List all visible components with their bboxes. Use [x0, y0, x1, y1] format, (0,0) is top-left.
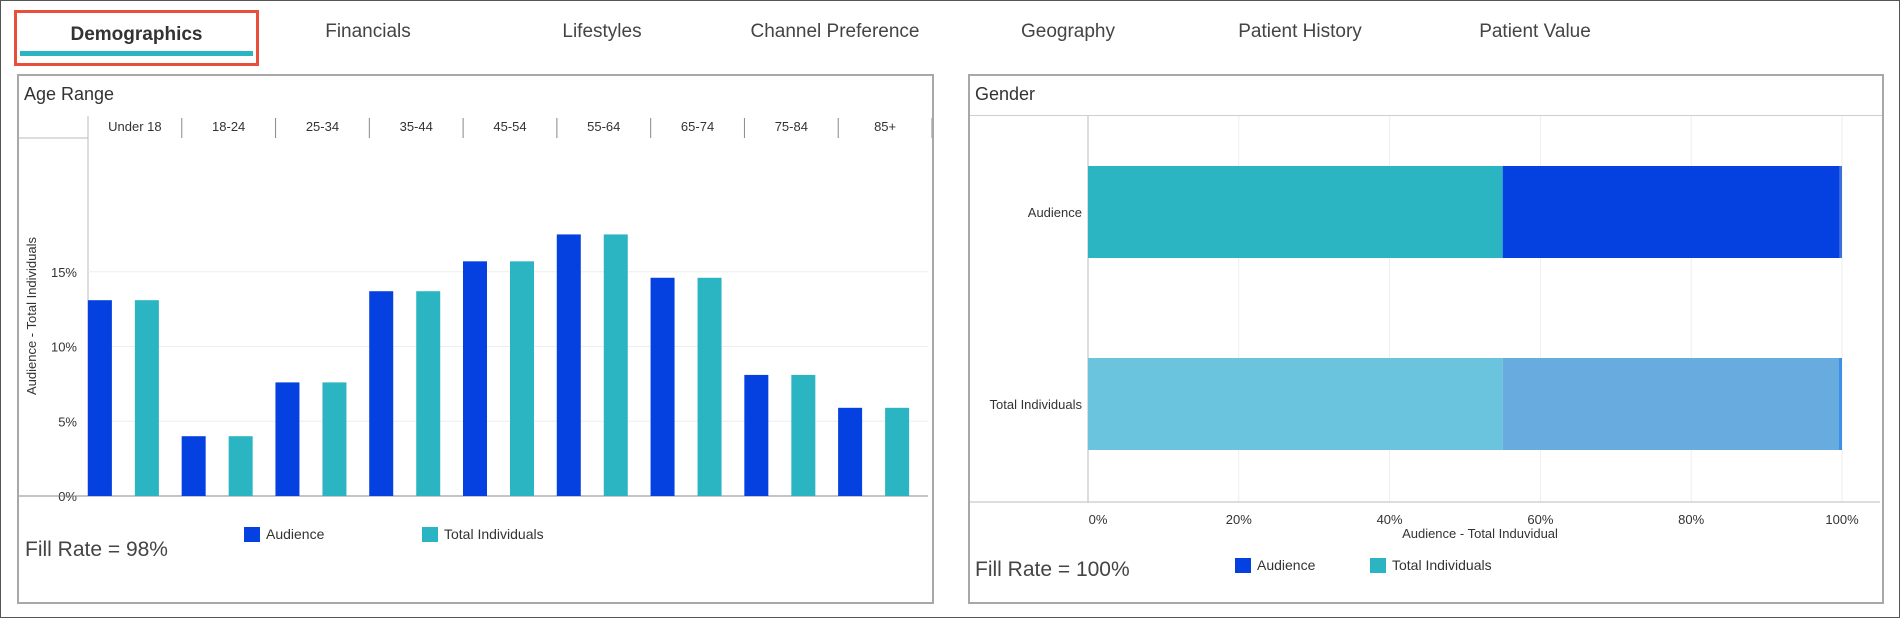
- tab-financials[interactable]: Financials: [278, 10, 458, 66]
- panel-title: Age Range: [24, 84, 115, 104]
- tab-patient-value[interactable]: Patient Value: [1440, 10, 1630, 66]
- bar-total-individuals: [697, 277, 722, 496]
- bar-total-individuals: [885, 407, 910, 496]
- legend-swatch-total-individuals: [422, 526, 438, 542]
- bar-audience: [838, 407, 863, 496]
- legend-label: Audience: [266, 526, 325, 542]
- bar-audience: [369, 291, 394, 496]
- y-tick-label: 5%: [58, 414, 77, 429]
- category-label: 65-74: [681, 119, 714, 134]
- y-tick-label: 15%: [51, 265, 77, 280]
- tab-label: Lifestyles: [562, 21, 642, 42]
- bar-total-individuals: [416, 291, 441, 496]
- tab-label: Geography: [1020, 21, 1115, 42]
- gender-chart: 0% 20% 40% 60% 80% 100% Audience - Total Induv…: [970, 116, 1880, 541]
- legend-label: Audience: [1257, 557, 1316, 573]
- tab-label: Financials: [325, 21, 411, 42]
- category-label: 35-44: [400, 119, 433, 134]
- x-tick-label: 100%: [1825, 512, 1859, 527]
- active-tab-underline: [20, 51, 253, 56]
- fill-rate: Fill Rate = 98%: [25, 538, 168, 561]
- bar-total-individuals: [322, 382, 347, 496]
- bar-audience: [87, 300, 112, 496]
- x-tick-label: 60%: [1527, 512, 1553, 527]
- age-range-chart: Under 18 18-24 25-34 35-44 45-54 55-64 65-74 75…: [19, 116, 932, 504]
- tab-bar: Demographics Financials Lifestyles Chann…: [0, 0, 1900, 70]
- y-axis-title: Audience - Total Individuals: [24, 236, 39, 395]
- panel-title: Gender: [975, 84, 1036, 104]
- divider: [970, 115, 1882, 116]
- category-label: Audience: [1028, 205, 1082, 220]
- bar-segment: [1839, 166, 1842, 258]
- tab-label: Demographics: [70, 24, 203, 45]
- category-label: Under 18: [108, 119, 161, 134]
- legend-label: Total Individuals: [1392, 557, 1492, 573]
- x-tick-label: 20%: [1226, 512, 1252, 527]
- tab-label: Channel Preference: [750, 21, 920, 42]
- bar-audience: [744, 374, 769, 496]
- legend-total-individuals[interactable]: Total Individuals: [422, 526, 544, 542]
- bar-audience: [463, 261, 487, 496]
- legend-audience[interactable]: Audience: [1235, 557, 1315, 573]
- bar-segment: [1838, 358, 1842, 450]
- category-label: 45-54: [493, 119, 526, 134]
- tab-demographics[interactable]: Demographics: [14, 10, 259, 66]
- bar-total-individuals: [791, 374, 816, 496]
- bar-audience: [556, 234, 581, 496]
- tab-label: Patient History: [1238, 21, 1362, 42]
- bar-segment: [1088, 358, 1503, 450]
- category-label: 75-84: [775, 119, 808, 134]
- y-tick-label: 10%: [51, 340, 77, 355]
- x-axis-title: Audience - Total Induvidual: [1402, 526, 1558, 541]
- bar-audience: [650, 277, 675, 496]
- bar-total-individuals: [603, 234, 628, 496]
- tab-lifestyles[interactable]: Lifestyles: [512, 10, 692, 66]
- legend-audience[interactable]: Audience: [244, 526, 324, 542]
- legend-swatch-total-individuals: [1370, 557, 1386, 573]
- tab-patient-history[interactable]: Patient History: [1195, 10, 1405, 66]
- bar-audience: [181, 436, 206, 496]
- category-label: 85+: [874, 119, 896, 134]
- x-tick-label: 40%: [1377, 512, 1403, 527]
- category-label: 25-34: [306, 119, 339, 134]
- legend-label: Total Individuals: [444, 526, 544, 542]
- gender-panel: Gender 0% 20% 40% 60% 80% 100% Audience - Tota…: [968, 74, 1884, 604]
- category-label: 55-64: [587, 119, 620, 134]
- age-range-panel: Age Range Under 18 18-24 25-34 35-44 45-54 55…: [17, 74, 934, 604]
- legend-total-individuals[interactable]: Total Individuals: [1370, 557, 1492, 573]
- category-label: 18-24: [212, 119, 245, 134]
- bar-total-individuals: [510, 261, 534, 496]
- legend-swatch-audience: [1235, 557, 1251, 573]
- category-label: Total Individuals: [990, 397, 1083, 412]
- x-tick-label: 0%: [1089, 512, 1108, 527]
- bar-segment: [1502, 166, 1840, 258]
- bar-total-individuals: [134, 300, 159, 496]
- bar-total-individuals: [228, 436, 253, 496]
- fill-rate: Fill Rate = 100%: [975, 558, 1130, 581]
- bar-segment: [1088, 166, 1503, 258]
- x-tick-label: 80%: [1678, 512, 1704, 527]
- bar-segment: [1502, 358, 1839, 450]
- tab-channel-preference[interactable]: Channel Preference: [730, 10, 940, 66]
- tab-label: Patient Value: [1479, 21, 1591, 42]
- legend-swatch-audience: [244, 526, 260, 542]
- tab-geography[interactable]: Geography: [978, 10, 1158, 66]
- bar-audience: [275, 382, 300, 496]
